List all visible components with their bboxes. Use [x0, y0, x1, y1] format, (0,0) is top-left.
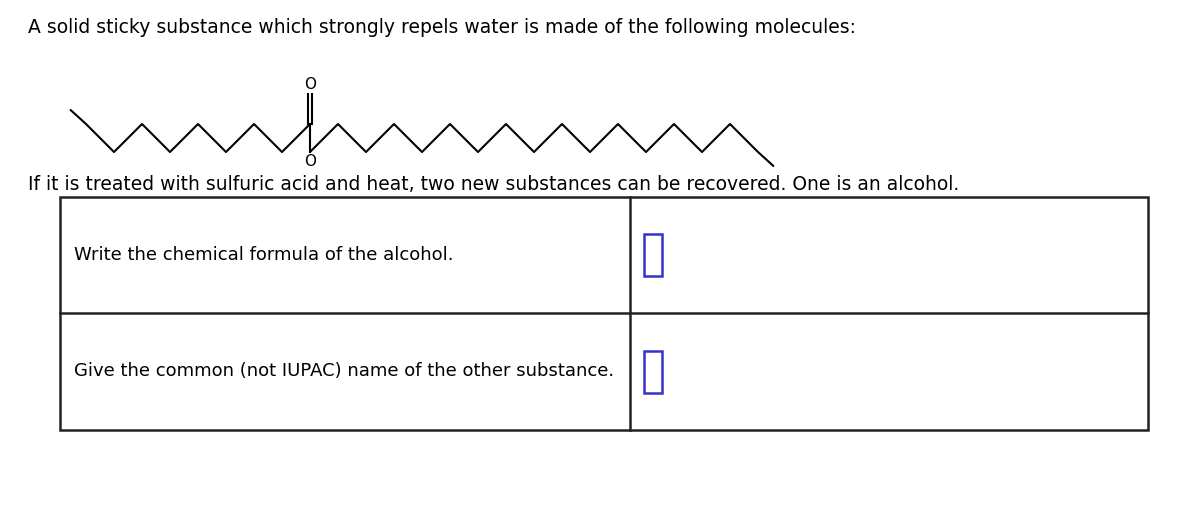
Text: Write the chemical formula of the alcohol.: Write the chemical formula of the alcoho… — [74, 246, 454, 264]
Text: O: O — [304, 77, 316, 92]
Text: O: O — [304, 154, 316, 169]
Bar — [644, 234, 662, 276]
Text: Give the common (not IUPAC) name of the other substance.: Give the common (not IUPAC) name of the … — [74, 363, 614, 380]
Text: A solid sticky substance which strongly repels water is made of the following mo: A solid sticky substance which strongly … — [28, 18, 856, 37]
Bar — [644, 351, 662, 392]
Bar — [60, 197, 1148, 430]
Text: If it is treated with sulfuric acid and heat, two new substances can be recovere: If it is treated with sulfuric acid and … — [28, 175, 959, 194]
